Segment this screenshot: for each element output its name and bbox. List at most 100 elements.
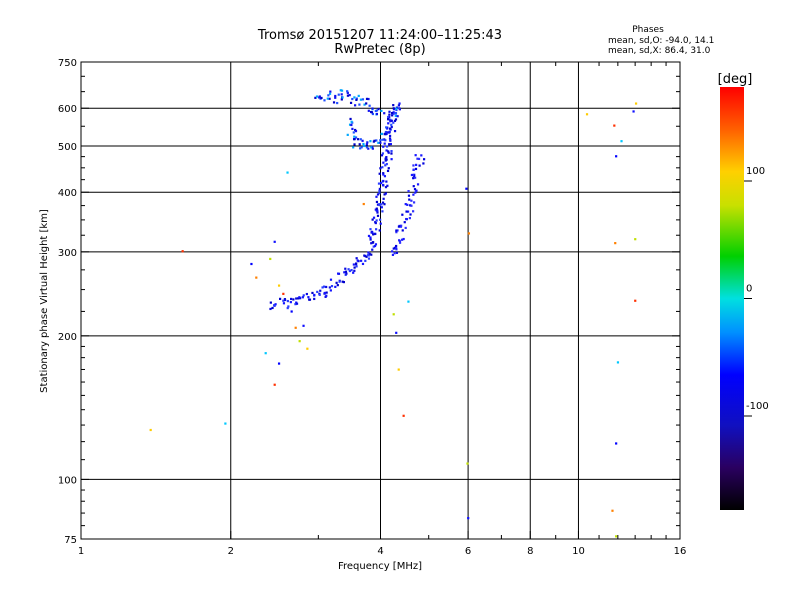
data-point [269, 257, 272, 261]
data-point [385, 158, 388, 161]
data-point [316, 290, 319, 293]
data-point [313, 297, 316, 301]
data-point [336, 101, 339, 105]
data-point [342, 280, 345, 284]
data-point [634, 299, 637, 302]
data-point [292, 298, 295, 301]
data-point [407, 189, 410, 193]
data-point [385, 162, 388, 166]
data-point [384, 192, 387, 195]
data-point [297, 297, 300, 300]
data-point [352, 138, 356, 141]
data-point [409, 213, 412, 216]
data-point [381, 201, 385, 204]
data-point [359, 138, 362, 141]
data-point [364, 259, 367, 262]
x-tick-label: 16 [674, 546, 687, 557]
data-point [302, 324, 305, 327]
data-point [298, 296, 301, 299]
data-point [341, 280, 344, 283]
data-point [278, 297, 282, 300]
data-point [383, 112, 386, 115]
data-point [344, 270, 348, 273]
data-point [401, 229, 404, 232]
data-point [355, 98, 358, 102]
data-point [412, 168, 415, 171]
data-point [320, 96, 323, 100]
data-point [355, 257, 358, 260]
data-point [383, 133, 386, 136]
data-point [416, 183, 420, 186]
data-point [348, 94, 351, 97]
data-point [394, 112, 398, 115]
data-point [420, 154, 423, 157]
data-point [395, 108, 398, 112]
data-point [393, 130, 397, 133]
data-point [352, 146, 355, 149]
data-point [388, 130, 391, 133]
data-point [615, 535, 618, 538]
data-point [362, 142, 365, 146]
data-point [365, 255, 368, 258]
data-point [290, 297, 293, 301]
data-point [620, 140, 623, 143]
data-point [334, 285, 337, 288]
data-point [388, 137, 392, 140]
data-point [339, 89, 342, 92]
data-point [412, 185, 415, 188]
data-point [370, 242, 373, 245]
data-point [398, 102, 401, 105]
data-point [373, 244, 377, 248]
data-point [325, 294, 328, 297]
data-point [378, 192, 381, 195]
data-point [384, 157, 387, 160]
colorbar-tick-label: 0 [746, 284, 752, 295]
data-point [282, 302, 286, 305]
data-point [392, 313, 395, 316]
data-point [326, 97, 329, 100]
data-point [616, 361, 620, 364]
data-point [340, 93, 343, 96]
x-tick-label: 8 [527, 546, 533, 557]
data-point [311, 291, 314, 295]
data-point [273, 383, 276, 386]
data-point [375, 112, 378, 116]
data-point [369, 236, 372, 239]
data-point [378, 229, 381, 232]
data-point [413, 188, 417, 191]
data-point [412, 201, 416, 204]
data-point [354, 128, 357, 132]
data-point [392, 104, 395, 107]
data-point [382, 173, 385, 176]
data-point [402, 237, 405, 241]
stats-heading: Phases [632, 25, 664, 35]
data-point [370, 146, 373, 149]
data-point [410, 199, 413, 202]
data-point [375, 109, 379, 112]
data-point [387, 122, 390, 125]
data-point [404, 203, 407, 206]
data-point [373, 139, 376, 142]
data-point [379, 167, 382, 170]
axis-ticks: 1 2 4 6 8 10 16 75 100 200 300 400 500 600 750 [58, 58, 686, 557]
data-point [393, 246, 397, 249]
data-point [340, 89, 344, 92]
data-point [337, 93, 340, 96]
data-point [378, 187, 381, 191]
data-point [375, 195, 378, 198]
data-point [382, 197, 385, 200]
x-tick-label: 6 [465, 546, 471, 557]
data-point [323, 99, 326, 102]
data-point [377, 141, 380, 144]
data-point [273, 304, 276, 307]
data-point [337, 272, 340, 275]
data-point [634, 238, 637, 241]
data-point [414, 176, 417, 179]
data-point [370, 253, 373, 256]
data-point [361, 139, 364, 142]
data-point [375, 200, 379, 204]
data-point [269, 307, 272, 311]
data-point [358, 103, 361, 106]
data-point [328, 92, 332, 95]
data-point [381, 183, 385, 187]
